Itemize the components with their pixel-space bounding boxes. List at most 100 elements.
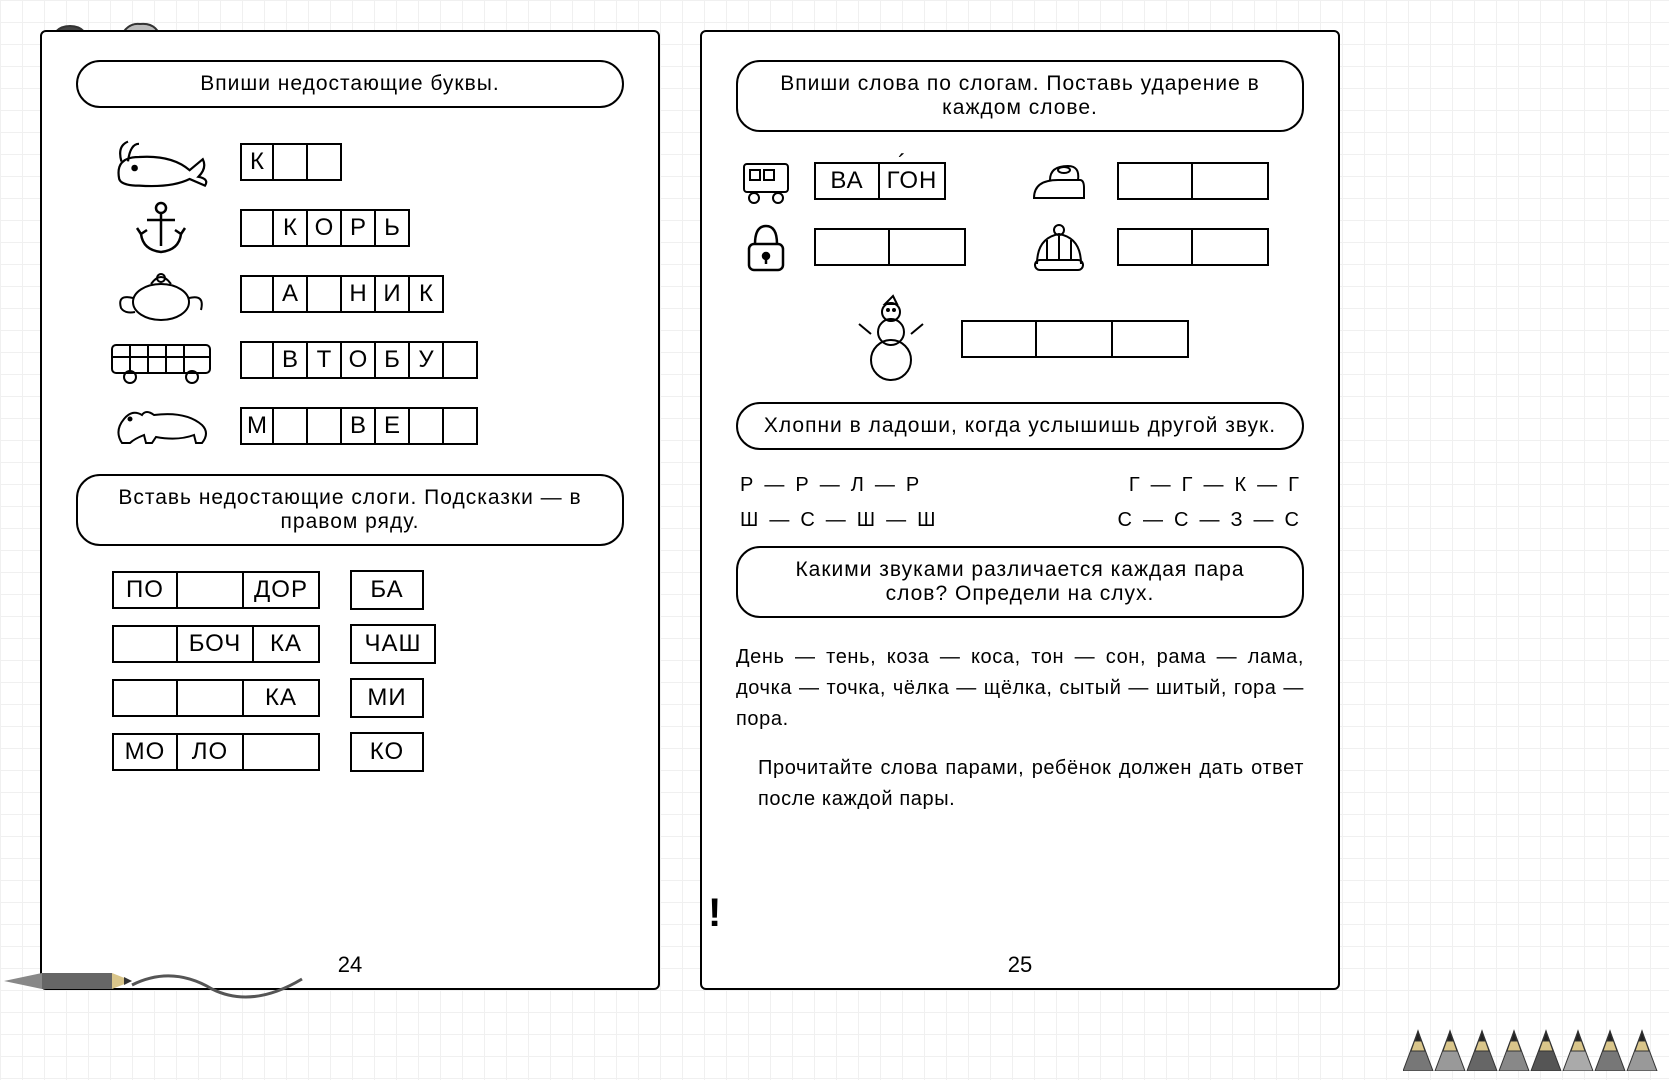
syll-cell[interactable] (1193, 162, 1269, 200)
letter-cell[interactable] (444, 407, 478, 445)
syll-cell[interactable]: ПО (112, 571, 178, 609)
syll-cell[interactable] (178, 571, 244, 609)
syllable-cells[interactable]: КА (112, 679, 320, 717)
syllable-cells[interactable]: БОЧ КА (112, 625, 320, 663)
syll-cell[interactable]: ВА (814, 162, 880, 200)
letter-cell[interactable]: Р (342, 209, 376, 247)
syll-cell[interactable] (244, 733, 320, 771)
syll-cell[interactable]: ГОН (880, 162, 946, 200)
letter-cell[interactable] (308, 275, 342, 313)
word-row-bear: М В Е (106, 396, 624, 456)
syll-cell[interactable]: КА (254, 625, 320, 663)
syll-cell[interactable] (112, 679, 178, 717)
syllable-cells[interactable]: МО ЛО (112, 733, 320, 771)
letter-cell[interactable] (240, 341, 274, 379)
syllable-row: МО ЛО КО (112, 732, 624, 772)
syll-cell[interactable]: КА (244, 679, 320, 717)
syll-cell[interactable] (1117, 228, 1193, 266)
letter-cell[interactable] (240, 209, 274, 247)
syll-cell[interactable] (890, 228, 966, 266)
word-cells[interactable]: К О Р Ь (240, 209, 410, 247)
bus-icon (106, 330, 216, 390)
syllable-cells[interactable]: ВА ГОН (814, 162, 1001, 200)
whale-icon (106, 132, 216, 192)
pencil-decoration (2, 959, 342, 1014)
syll-cell[interactable] (112, 625, 178, 663)
letter-cell[interactable]: М (240, 407, 274, 445)
syll-cell[interactable]: ДОР (244, 571, 320, 609)
syll-cell[interactable] (1037, 320, 1113, 358)
hat-icon (1019, 220, 1099, 274)
syll-cell[interactable] (1117, 162, 1193, 200)
word-cells[interactable]: А Н И К (240, 275, 444, 313)
syllable-row: ПО ДОР БА (112, 570, 624, 610)
sound-group-right: Г— Г— К— Г (1129, 474, 1300, 497)
word-cells[interactable]: К (240, 143, 342, 181)
syll-cell[interactable] (178, 679, 244, 717)
letter-cell[interactable] (274, 407, 308, 445)
sound-group-right: С— С— З— С (1118, 509, 1300, 532)
sound-row: Р— Р— Л— Р Г— Г— К— Г (740, 474, 1300, 497)
pencils-decoration (1403, 1001, 1663, 1076)
letter-cell[interactable]: Т (308, 341, 342, 379)
syllable-cells[interactable]: ПО ДОР (112, 571, 320, 609)
letter-words-block: К К О Р Ь (106, 132, 624, 456)
syllable-cells[interactable] (1117, 162, 1304, 200)
letter-cell[interactable] (410, 407, 444, 445)
letter-cell[interactable]: К (240, 143, 274, 181)
sound-group-left: Р— Р— Л— Р (740, 474, 920, 497)
syllable-cells[interactable] (814, 228, 1001, 266)
letter-cell[interactable]: Е (376, 407, 410, 445)
letter-cell[interactable]: В (274, 341, 308, 379)
letter-cell[interactable]: Б (376, 341, 410, 379)
letter-cell[interactable]: В (342, 407, 376, 445)
teapot-icon (106, 264, 216, 324)
syllable-block: ПО ДОР БА БОЧ КА ЧАШ КА МИ МО (112, 570, 624, 772)
sound-row: Ш— С— Ш— Ш С— С— З— С (740, 509, 1300, 532)
syllable-cells[interactable] (1117, 228, 1304, 266)
snowman-icon (851, 294, 931, 384)
page-24: Впиши недостающие буквы. К (40, 30, 660, 990)
exclamation-icon: ! (708, 891, 721, 936)
letter-cell[interactable]: А (274, 275, 308, 313)
word-row-anchor: К О Р Ь (106, 198, 624, 258)
word-cells[interactable]: В Т О Б У (240, 341, 478, 379)
syllable-row: БОЧ КА ЧАШ (112, 624, 624, 664)
syll-cell[interactable] (961, 320, 1037, 358)
letter-cell[interactable]: О (342, 341, 376, 379)
letter-cell[interactable] (274, 143, 308, 181)
snowman-row (736, 294, 1304, 384)
iron-icon (1019, 158, 1099, 204)
syll-cell[interactable] (1113, 320, 1189, 358)
pairs-paragraph: День — тень, коза — коса, тон — сон, рам… (736, 642, 1304, 735)
anchor-icon (106, 198, 216, 258)
letter-cell[interactable] (308, 407, 342, 445)
letter-cell[interactable]: Н (342, 275, 376, 313)
syllable-row: КА МИ (112, 678, 624, 718)
instruction-missing-letters: Впиши недостающие буквы. (76, 60, 624, 108)
letter-cell[interactable]: У (410, 341, 444, 379)
letter-cell[interactable]: Ь (376, 209, 410, 247)
letter-cell[interactable] (240, 275, 274, 313)
sound-group-left: Ш— С— Ш— Ш (740, 509, 936, 532)
bear-icon (106, 396, 216, 456)
letter-cell[interactable] (444, 341, 478, 379)
letter-cell[interactable]: И (376, 275, 410, 313)
letter-cell[interactable]: К (410, 275, 444, 313)
syll-cell[interactable]: БОЧ (178, 625, 254, 663)
syll-cell[interactable] (814, 228, 890, 266)
letter-cell[interactable] (308, 143, 342, 181)
syllable-cells[interactable] (961, 320, 1189, 358)
syllable-grid: ВА ГОН (736, 156, 1304, 274)
letter-cell[interactable]: О (308, 209, 342, 247)
parent-hint: Прочитайте слова парами, ребёнок должен … (736, 753, 1304, 815)
instruction-clap: Хлопни в ладоши, когда услышишь другой з… (736, 402, 1304, 450)
letter-cell[interactable]: К (274, 209, 308, 247)
syll-cell[interactable]: ЛО (178, 733, 244, 771)
syll-cell[interactable] (1193, 228, 1269, 266)
page-25: Впиши слова по слогам. Поставь ударение … (700, 30, 1340, 990)
word-cells[interactable]: М В Е (240, 407, 478, 445)
instruction-missing-syllables: Вставь недостающие слоги. Подсказки — в … (76, 474, 624, 546)
page-number: 25 (1008, 952, 1032, 978)
syll-cell[interactable]: МО (112, 733, 178, 771)
